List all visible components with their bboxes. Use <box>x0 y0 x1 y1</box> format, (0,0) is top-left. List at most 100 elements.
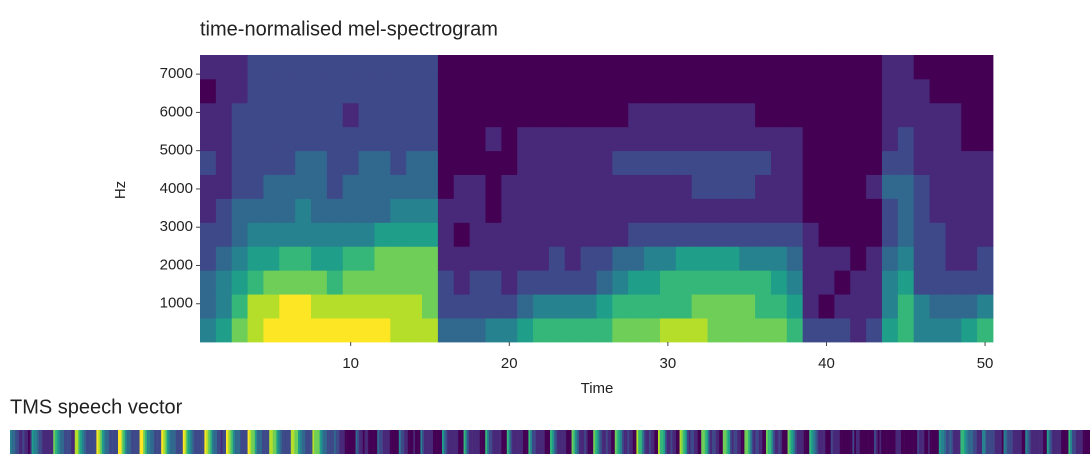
strip-cell <box>746 430 749 454</box>
strip-cell <box>334 430 337 454</box>
strip-cell <box>485 430 488 454</box>
heatmap-cell <box>564 55 582 80</box>
heatmap-cell <box>533 294 550 319</box>
strip-cell <box>508 430 511 454</box>
heatmap-cell <box>961 55 978 80</box>
y-tick-label: 2000 <box>160 256 193 273</box>
heatmap-cell <box>929 222 946 247</box>
heatmap-cell <box>866 126 883 152</box>
heatmap-cell <box>326 102 344 128</box>
heatmap-cell <box>659 222 677 247</box>
strip-cell <box>784 430 787 454</box>
strip-cell <box>800 430 803 454</box>
heatmap-cell <box>453 198 471 223</box>
heatmap-cell <box>326 126 344 152</box>
strip-cell <box>154 430 157 454</box>
heatmap-cell <box>580 318 597 343</box>
strip-cell <box>731 430 734 454</box>
heatmap-cell <box>311 55 328 80</box>
strip-cell <box>121 430 124 454</box>
heatmap-cell <box>945 102 962 128</box>
heatmap-cell <box>485 55 502 80</box>
strip-cell <box>373 430 376 454</box>
heatmap-cell <box>453 246 471 271</box>
heatmap-cell <box>390 270 407 295</box>
strip-cell <box>427 430 430 454</box>
strip-cell <box>641 430 644 454</box>
strip-cell <box>28 430 31 454</box>
strip-cell <box>483 430 486 454</box>
strip-cell <box>78 430 81 454</box>
heatmap-cell <box>834 318 851 343</box>
heatmap-cell <box>834 174 851 199</box>
heatmap-cell <box>802 78 819 104</box>
strip-cell <box>366 430 369 454</box>
x-tick-label: 40 <box>818 355 835 372</box>
strip-cell <box>811 430 814 454</box>
strip-cell <box>380 430 383 454</box>
heatmap-cell <box>422 222 439 247</box>
heatmap-cell <box>691 318 708 343</box>
strip-cell <box>1079 430 1082 454</box>
strip-cell <box>1052 430 1055 454</box>
heatmap-cell <box>453 55 471 80</box>
strip-cell <box>753 430 756 454</box>
heatmap-cell <box>247 318 264 343</box>
strip-cell <box>249 430 252 454</box>
strip-cell <box>29 430 32 454</box>
heatmap-cell <box>786 150 804 175</box>
heatmap-cell <box>770 78 788 104</box>
strip-cell <box>20 430 23 454</box>
heatmap-cell <box>279 270 296 295</box>
heatmap-cell <box>675 198 693 223</box>
strip-cell <box>272 430 275 454</box>
heatmap-cell <box>659 55 677 80</box>
heatmap-cell <box>739 294 756 319</box>
heatmap-cell <box>326 78 344 104</box>
strip-cell <box>807 430 810 454</box>
strip-cell <box>454 430 457 454</box>
heatmap-cell <box>881 270 899 295</box>
strip-cell <box>429 430 432 454</box>
strip-cell <box>47 430 50 454</box>
strip-cell <box>316 430 319 454</box>
heatmap-cell <box>501 222 518 247</box>
heatmap-cell <box>961 246 978 271</box>
strip-cell <box>319 430 322 454</box>
heatmap-cell <box>200 270 217 295</box>
strip-cell <box>550 430 553 454</box>
strip-cell <box>938 430 941 454</box>
heatmap-cell <box>231 246 248 271</box>
heatmap-cell <box>866 222 883 247</box>
strip-cell <box>694 430 697 454</box>
heatmap-cell <box>311 318 328 343</box>
heatmap-cell <box>628 126 645 152</box>
strip-cell <box>505 430 508 454</box>
heatmap-cell <box>406 55 423 80</box>
strip-cell <box>310 430 313 454</box>
heatmap-cell <box>215 246 233 271</box>
heatmap-cell <box>580 102 597 128</box>
heatmap-cell <box>342 150 359 175</box>
strip-cell <box>944 430 947 454</box>
strip-cell <box>809 430 812 454</box>
strip-cell <box>661 430 664 454</box>
strip-cell <box>503 430 506 454</box>
strip-cell <box>591 430 594 454</box>
heatmap-cell <box>231 174 248 199</box>
strip-cell <box>767 430 770 454</box>
heatmap-cell <box>215 78 233 104</box>
strip-cell <box>681 430 684 454</box>
heatmap-cell <box>580 174 597 199</box>
heatmap-cell <box>564 78 582 104</box>
strip-cell <box>123 430 126 454</box>
heatmap-cell <box>881 102 899 128</box>
heatmap-cell <box>215 198 233 223</box>
strip-cell <box>989 430 992 454</box>
heatmap-cell <box>977 78 994 104</box>
strip-cell <box>415 430 418 454</box>
heatmap-cell <box>913 294 930 319</box>
heatmap-cell <box>295 150 312 175</box>
strip-cell <box>535 430 538 454</box>
heatmap-cell <box>231 198 248 223</box>
